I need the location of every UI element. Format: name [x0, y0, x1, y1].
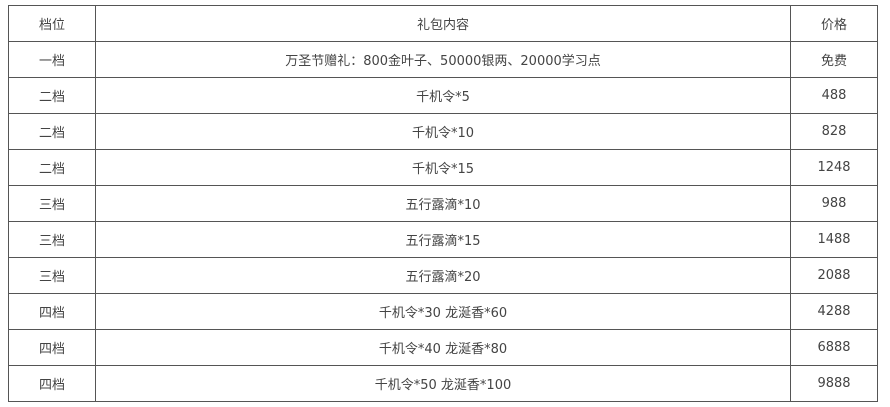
table-row: 四档 千机令*40 龙涎香*80 6888: [8, 329, 878, 366]
price-cell: 988: [790, 185, 878, 222]
table-header-row: 档位 礼包内容 价格: [8, 5, 878, 42]
price-cell: 6888: [790, 329, 878, 366]
content-cell: 千机令*30 龙涎香*60: [95, 293, 791, 330]
table-row: 二档 千机令*10 828: [8, 113, 878, 150]
price-cell: 1248: [790, 149, 878, 186]
tier-cell: 四档: [8, 365, 96, 402]
tier-cell: 二档: [8, 149, 96, 186]
table-row: 二档 千机令*5 488: [8, 77, 878, 114]
tier-cell: 三档: [8, 185, 96, 222]
table-row: 四档 千机令*50 龙涎香*100 9888: [8, 365, 878, 402]
tier-cell: 一档: [8, 41, 96, 78]
tier-cell: 四档: [8, 329, 96, 366]
price-cell: 4288: [790, 293, 878, 330]
content-cell: 万圣节赠礼：800金叶子、50000银两、20000学习点: [95, 41, 791, 78]
table-row: 一档 万圣节赠礼：800金叶子、50000银两、20000学习点 免费: [8, 41, 878, 78]
header-tier: 档位: [8, 5, 96, 42]
content-cell: 千机令*50 龙涎香*100: [95, 365, 791, 402]
price-cell: 828: [790, 113, 878, 150]
table-row: 二档 千机令*15 1248: [8, 149, 878, 186]
content-cell: 五行露滴*15: [95, 221, 791, 258]
table-row: 三档 五行露滴*10 988: [8, 185, 878, 222]
price-cell: 9888: [790, 365, 878, 402]
content-cell: 千机令*15: [95, 149, 791, 186]
price-cell: 1488: [790, 221, 878, 258]
tier-cell: 二档: [8, 113, 96, 150]
header-content: 礼包内容: [95, 5, 791, 42]
content-cell: 千机令*5: [95, 77, 791, 114]
content-cell: 千机令*40 龙涎香*80: [95, 329, 791, 366]
content-cell: 五行露滴*20: [95, 257, 791, 294]
table-row: 三档 五行露滴*15 1488: [8, 221, 878, 258]
table-row: 四档 千机令*30 龙涎香*60 4288: [8, 293, 878, 330]
tier-cell: 四档: [8, 293, 96, 330]
price-cell: 免费: [790, 41, 878, 78]
content-cell: 千机令*10: [95, 113, 791, 150]
table-row: 三档 五行露滴*20 2088: [8, 257, 878, 294]
price-cell: 488: [790, 77, 878, 114]
tier-cell: 二档: [8, 77, 96, 114]
gift-pack-table: 档位 礼包内容 价格 一档 万圣节赠礼：800金叶子、50000银两、20000学…: [8, 5, 878, 402]
header-price: 价格: [790, 5, 878, 42]
price-cell: 2088: [790, 257, 878, 294]
tier-cell: 三档: [8, 221, 96, 258]
tier-cell: 三档: [8, 257, 96, 294]
content-cell: 五行露滴*10: [95, 185, 791, 222]
